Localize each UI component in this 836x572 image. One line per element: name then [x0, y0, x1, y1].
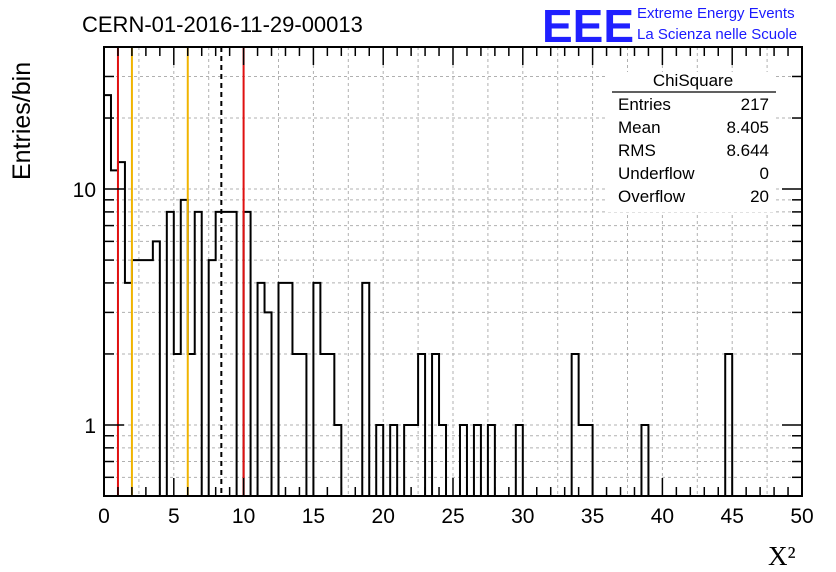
x-tick-label: 45 [721, 505, 744, 528]
histogram-bin [258, 283, 265, 496]
histogram-bin [279, 283, 286, 496]
stats-box: ChiSquare Entries 217 Mean 8.405 RMS 8.644 Und… [606, 71, 776, 212]
histogram-layer [104, 94, 734, 496]
x-tick-label: 25 [441, 505, 464, 528]
histogram-bin [139, 260, 146, 496]
histogram-bin [285, 283, 292, 496]
eee-logo: EEE Extreme Energy Events La Scienza nel… [542, 0, 797, 52]
stats-row-value: 0 [760, 164, 769, 183]
y-tick-label: 1 [84, 415, 96, 438]
histogram-bin [146, 260, 153, 496]
x-tick-label: 0 [98, 505, 110, 528]
histogram-bin [209, 260, 216, 496]
stats-row-value: 8.405 [726, 118, 769, 137]
stats-row-value: 20 [750, 187, 769, 206]
stats-row-value: 217 [741, 95, 769, 114]
reference-lines-layer [116, 47, 245, 496]
logo-line-2: La Scienza nelle Scuole [637, 26, 797, 43]
x-tick-label: 20 [372, 505, 395, 528]
logo-line-1: Extreme Energy Events [637, 5, 795, 22]
eee-logo-mark: EEE [542, 0, 634, 52]
x-tick-label: 5 [168, 505, 180, 528]
histogram-bin [362, 283, 369, 496]
stats-box-title: ChiSquare [653, 71, 733, 90]
histogram-bin [153, 241, 160, 496]
stats-row-label: Entries [618, 95, 671, 114]
x-tick-label: 10 [232, 505, 255, 528]
x-tick-label: 30 [511, 505, 534, 528]
stats-row-label: Underflow [618, 164, 695, 183]
stats-row-label: Mean [618, 118, 661, 137]
stats-box-background [606, 72, 774, 212]
y-axis-label: Entries/bin [8, 62, 36, 180]
x-tick-label: 15 [302, 505, 325, 528]
x-axis-label: X² [768, 541, 796, 571]
axes-layer: 0 5 10 15 20 25 30 35 40 45 50 1 10 [73, 46, 814, 528]
histogram-bin [265, 312, 272, 496]
histogram-bin [313, 283, 320, 496]
histogram-outline [104, 94, 734, 496]
stats-rows: Entries 217 Mean 8.405 RMS 8.644 Underflow 0 Ove… [618, 95, 769, 206]
histogram-bin [181, 200, 188, 496]
histogram-bin [125, 283, 132, 496]
stats-row-label: Overflow [618, 187, 686, 206]
stats-row-label: RMS [618, 141, 656, 160]
chart-title: CERN-01-2016-11-29-00013 [82, 12, 363, 37]
grid-layer [104, 47, 802, 496]
x-tick-label: 40 [651, 505, 674, 528]
x-tick-label: 35 [581, 505, 604, 528]
stats-row-value: 8.644 [726, 141, 769, 160]
x-tick-label: 50 [790, 505, 813, 528]
histogram-bin [132, 260, 139, 496]
y-tick-label: 10 [73, 179, 96, 202]
